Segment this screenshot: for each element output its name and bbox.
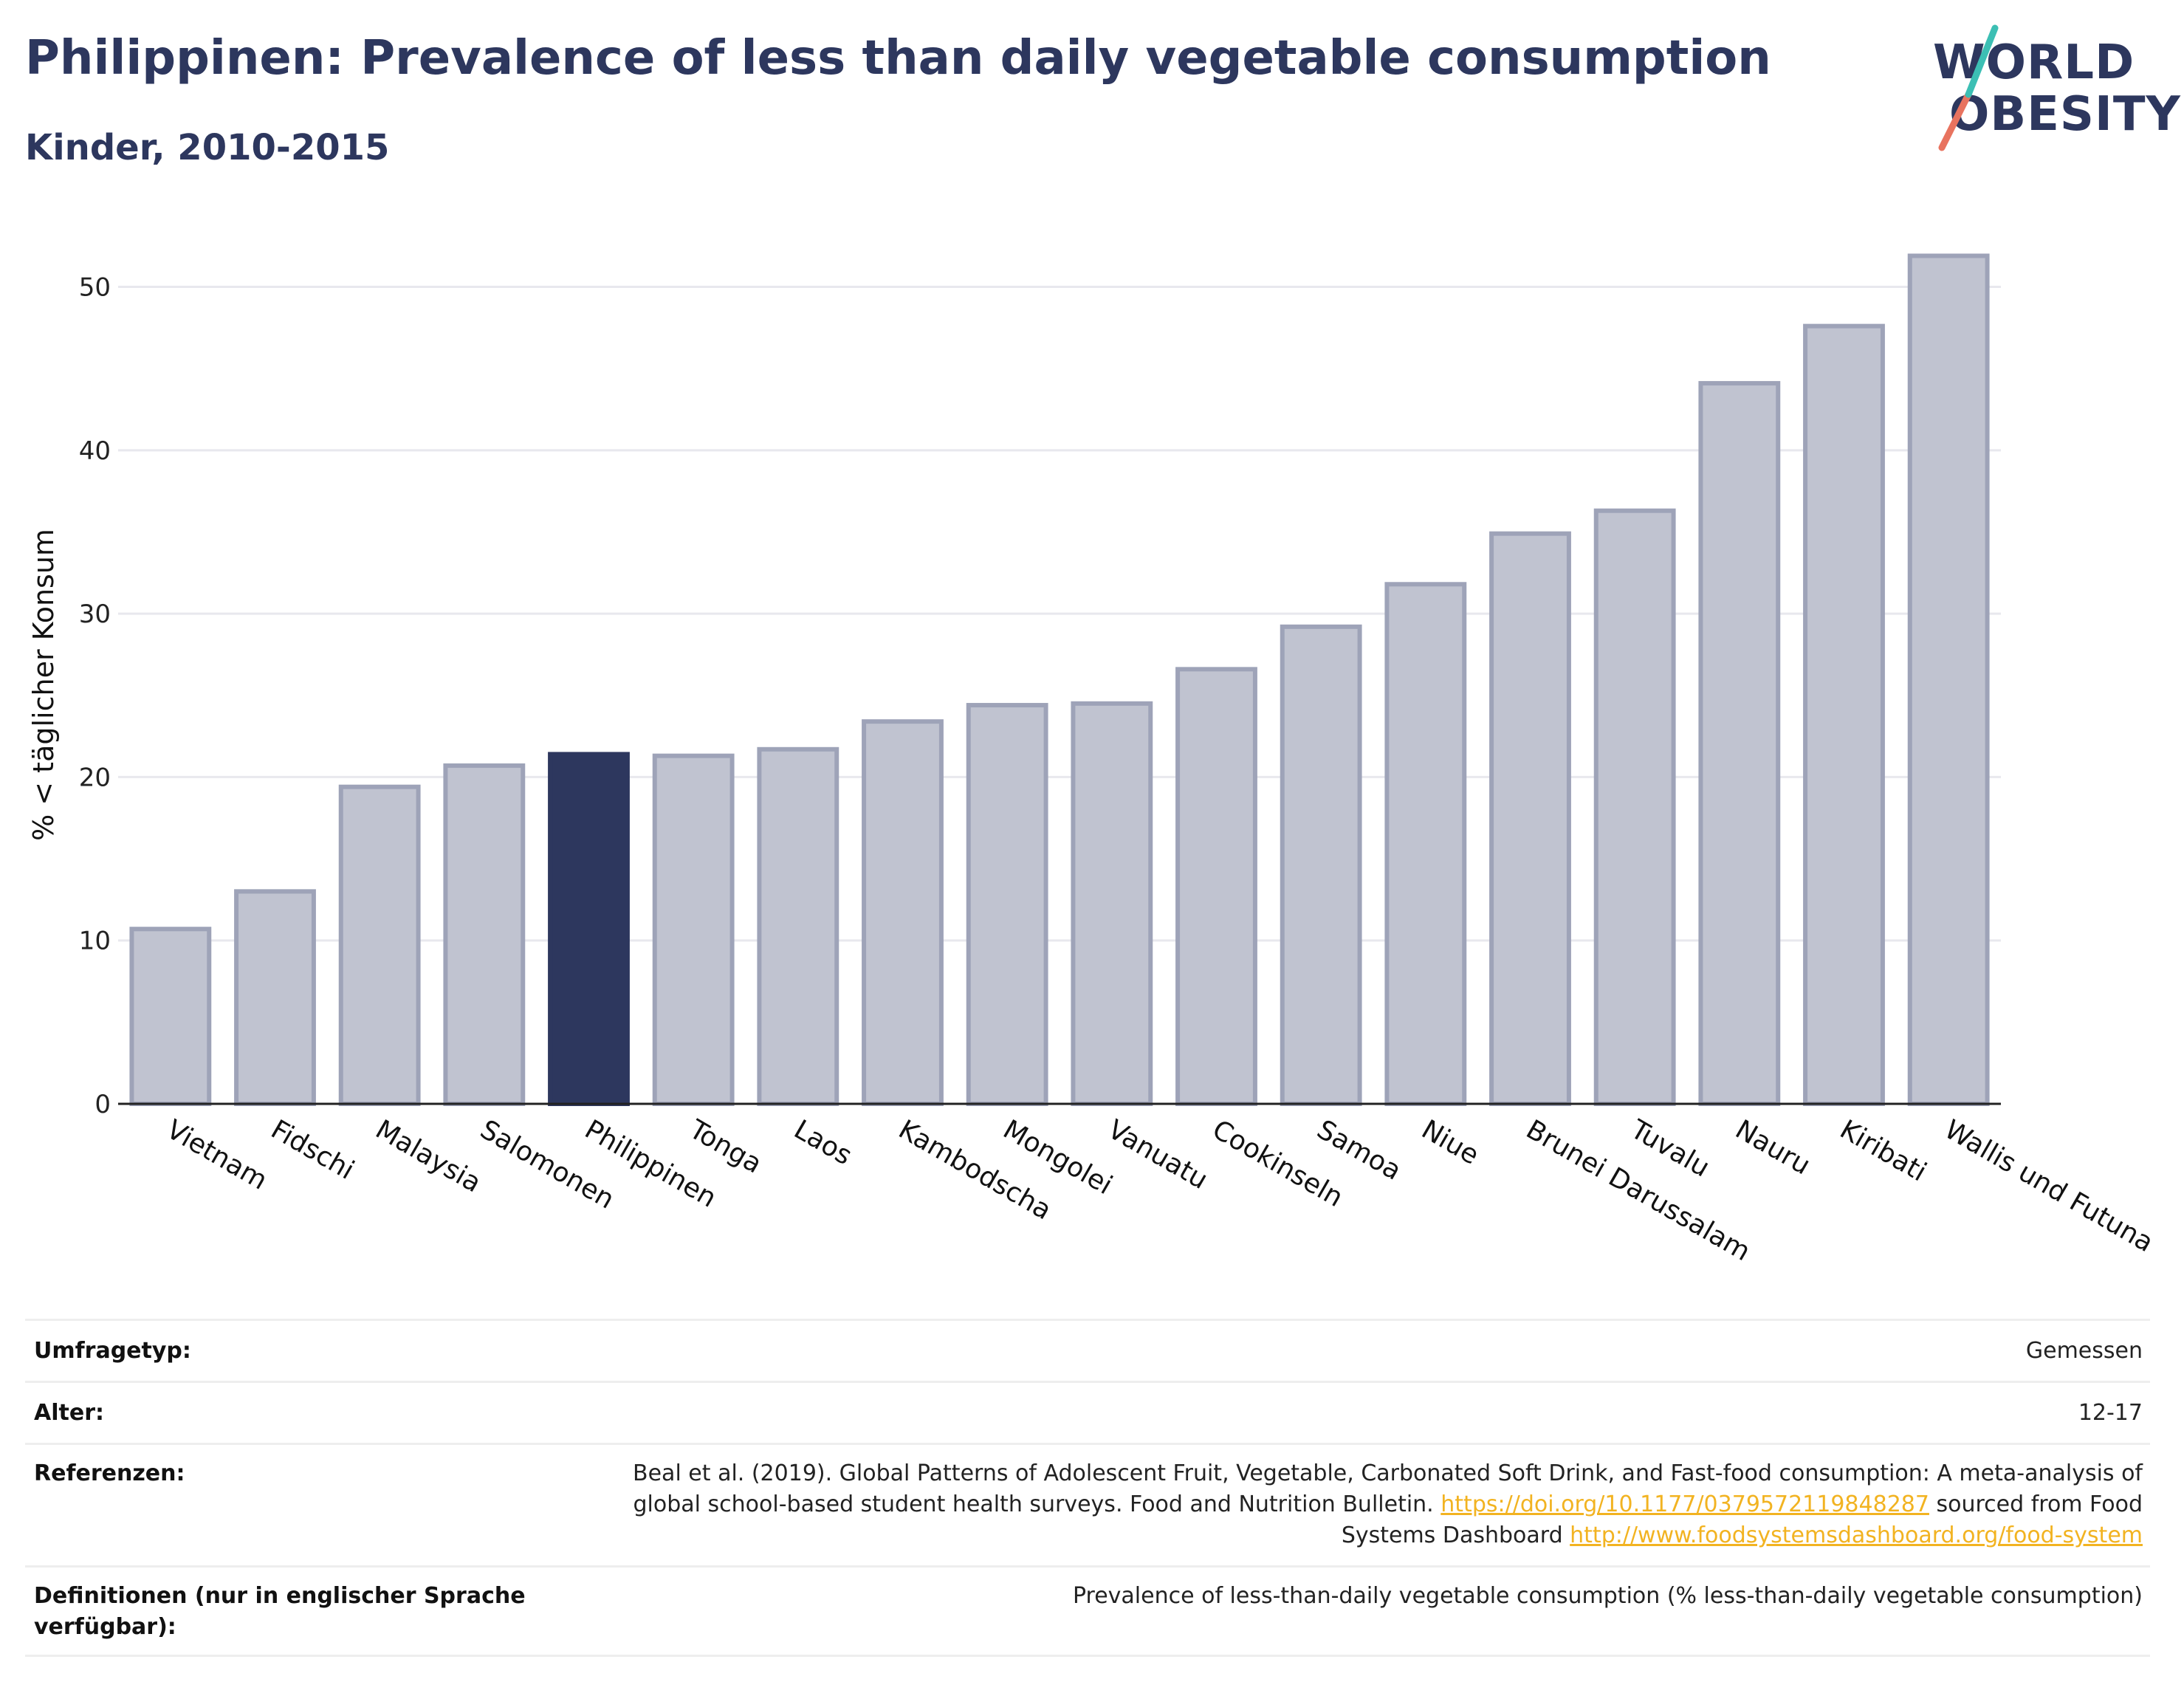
definitions-label: Definitionen (nur in englischer Sprache …: [34, 1583, 526, 1640]
page-subtitle: Kinder, 2010-2015: [25, 127, 390, 168]
bar-vietnam[interactable]: [129, 927, 212, 1107]
y-tick-label: 0: [95, 1090, 111, 1119]
table-row-definitions: Definitionen (nur in englischer Sprache …: [25, 1565, 2150, 1657]
table-row-survey-type: Umfragetyp: Gemessen: [25, 1319, 2150, 1381]
logo-text-line1: WORLD: [1933, 35, 2135, 90]
y-tick-label: 40: [79, 436, 111, 466]
bar-tonga[interactable]: [652, 753, 735, 1107]
table-row-age: Alter: 12-17: [25, 1381, 2150, 1443]
x-tick-label: Wallis und Futuna: [1940, 1114, 2159, 1258]
references-label: Referenzen:: [34, 1460, 185, 1486]
bar-cookinseln[interactable]: [1175, 667, 1257, 1106]
x-tick-label: Fidschi: [266, 1114, 359, 1186]
bar-salomonen[interactable]: [443, 763, 526, 1106]
bar-brunei-darussalam[interactable]: [1489, 531, 1571, 1106]
y-tick-labels: 0 10 20 30 40 50: [79, 273, 111, 1119]
x-tick-label: Tonga: [684, 1114, 767, 1180]
bar-nauru[interactable]: [1698, 381, 1781, 1106]
bar-fidschi[interactable]: [234, 889, 316, 1106]
bars: [129, 253, 1990, 1107]
y-tick-label: 30: [79, 600, 111, 629]
food-systems-link[interactable]: http://www.foodsystemsdashboard.org/food…: [1570, 1522, 2143, 1548]
doi-link[interactable]: https://doi.org/10.1177/0379572119848287: [1440, 1491, 1929, 1517]
y-axis-label: % < täglicher Konsum: [27, 529, 60, 841]
bar-tuvalu[interactable]: [1593, 508, 1676, 1106]
definitions-value: Prevalence of less-than-daily vegetable …: [1072, 1583, 2143, 1609]
bar-mongolei[interactable]: [966, 703, 1048, 1106]
x-tick-label: Kiribati: [1835, 1114, 1931, 1187]
grid-lines: [118, 286, 2001, 942]
bar-samoa[interactable]: [1280, 624, 1362, 1106]
y-tick-label: 50: [79, 273, 111, 303]
bar-kambodscha[interactable]: [862, 719, 944, 1106]
table-row-references: Referenzen: Beal et al. (2019). Global P…: [25, 1443, 2150, 1565]
bar-kiribati[interactable]: [1803, 323, 1885, 1106]
bar-vanuatu[interactable]: [1071, 701, 1153, 1106]
age-label: Alter:: [34, 1400, 104, 1426]
x-tick-label: Vanuatu: [1102, 1114, 1212, 1195]
survey-type-label: Umfragetyp:: [34, 1338, 191, 1364]
references-value: Beal et al. (2019). Global Patterns of A…: [592, 1458, 2143, 1551]
references-text-2: sourced from Food Systems Dashboard: [1341, 1491, 2143, 1548]
bar-laos[interactable]: [757, 746, 839, 1106]
y-tick-label: 20: [79, 763, 111, 792]
bar-malaysia[interactable]: [338, 784, 421, 1106]
x-tick-label: Malaysia: [371, 1114, 487, 1198]
logo-slash-icon: [1938, 24, 1999, 151]
bar-niue[interactable]: [1384, 582, 1467, 1106]
world-obesity-logo[interactable]: WORLD OBESITY: [1920, 22, 2180, 155]
survey-type-value: Gemessen: [2025, 1338, 2143, 1364]
x-tick-label: Niue: [1416, 1114, 1483, 1170]
logo-text-line2: OBESITY: [1949, 87, 2181, 142]
age-value: 12-17: [2078, 1400, 2143, 1426]
references-text-1: Beal et al. (2019). Global Patterns of A…: [633, 1460, 2143, 1517]
x-tick-label: Laos: [789, 1114, 856, 1171]
x-tick-label: Vietnam: [161, 1114, 272, 1196]
bar-wallis-und-futuna[interactable]: [1907, 253, 1990, 1107]
page-title: Philippinen: Prevalence of less than dai…: [25, 31, 1771, 86]
info-table: Umfragetyp: Gemessen Alter: 12-17 Refere…: [25, 1319, 2150, 1657]
x-tick-label: Nauru: [1730, 1114, 1815, 1181]
bar-philippinen[interactable]: [548, 752, 630, 1106]
y-tick-label: 10: [79, 927, 111, 956]
